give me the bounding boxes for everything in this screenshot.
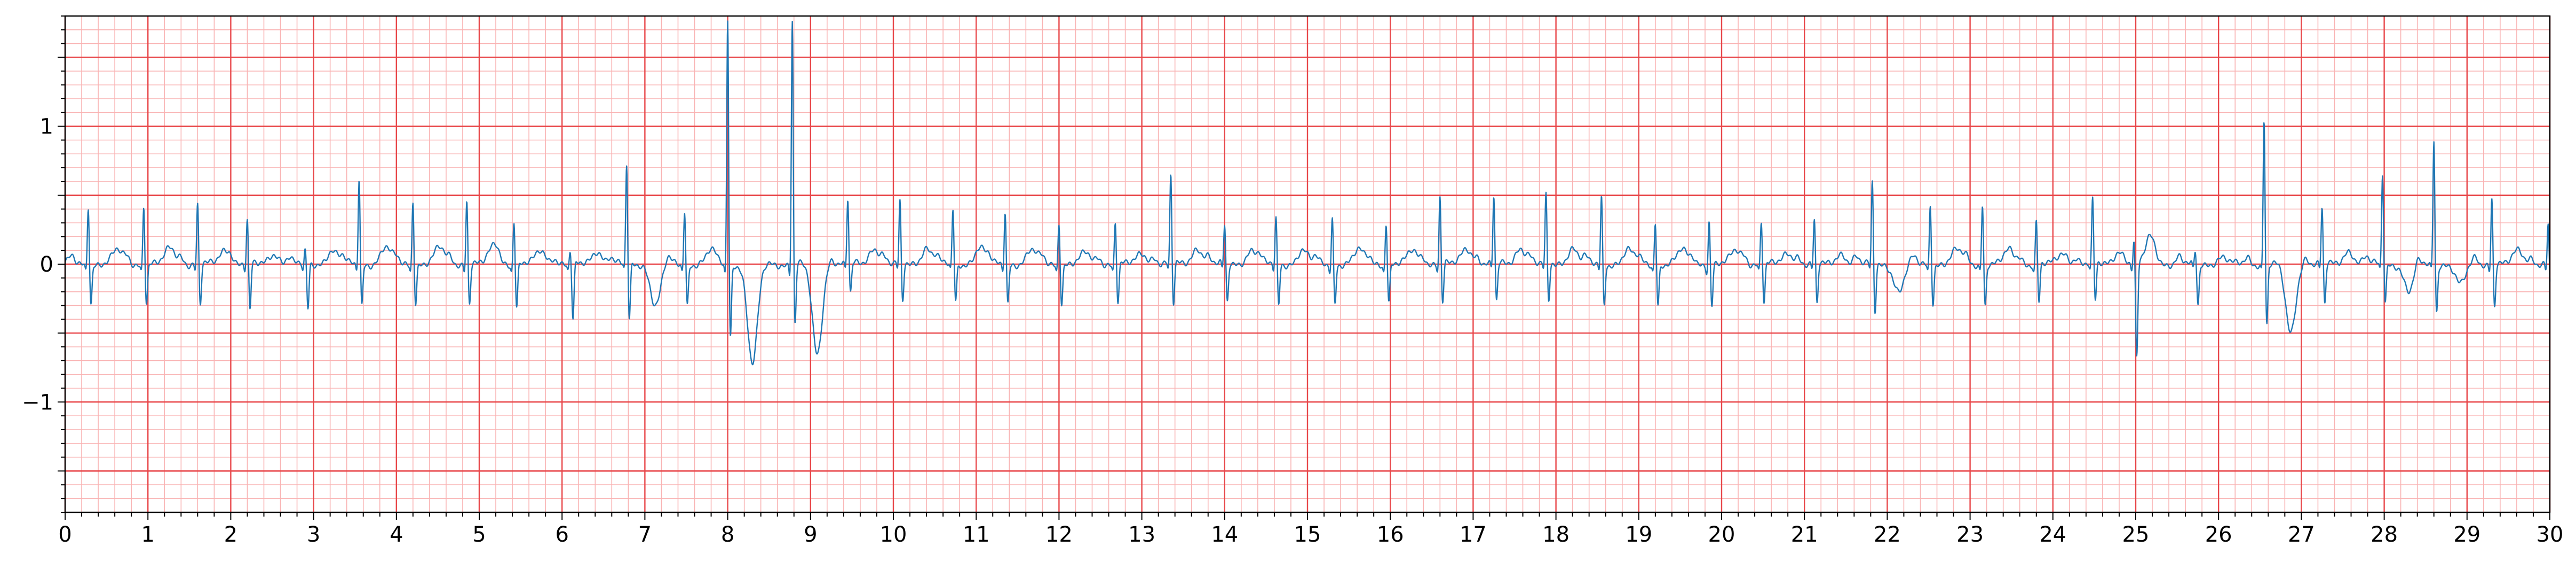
x-tick-label: 8 xyxy=(721,522,734,547)
y-tick-label: −1 xyxy=(22,390,53,415)
x-tick-label: 3 xyxy=(307,522,320,547)
x-tick-label: 27 xyxy=(2288,522,2315,547)
x-tick-label: 16 xyxy=(1377,522,1404,547)
x-tick-label: 2 xyxy=(224,522,237,547)
signal-layer xyxy=(64,20,2551,366)
x-tick-label: 29 xyxy=(2453,522,2480,547)
y-axis-ticks: −1 0 1 xyxy=(22,15,65,513)
x-tick-label: 1 xyxy=(141,522,154,547)
x-tick-label: 14 xyxy=(1211,522,1238,547)
x-tick-label: 28 xyxy=(2371,522,2398,547)
y-tick-label: 0 xyxy=(40,252,53,277)
x-tick-label: 4 xyxy=(390,522,403,547)
x-axis-ticks: 0 1 2 3 4 5 6 7 8 9 10 11 12 13 14 15 16 17 18 19 20 21 22 23 24… xyxy=(58,512,2563,547)
x-tick-label: 30 xyxy=(2537,522,2564,547)
major-grid xyxy=(64,16,2551,512)
x-tick-label: 13 xyxy=(1128,522,1155,547)
ecg-signal-line xyxy=(64,20,2551,366)
x-tick-label: 23 xyxy=(1956,522,1984,547)
x-tick-label: 11 xyxy=(963,522,990,547)
x-tick-label: 12 xyxy=(1045,522,1073,547)
x-tick-label: 21 xyxy=(1791,522,1818,547)
x-tick-label: 20 xyxy=(1708,522,1735,547)
x-tick-label: 0 xyxy=(58,522,72,547)
x-tick-label: 6 xyxy=(555,522,568,547)
x-tick-label: 24 xyxy=(2039,522,2066,547)
x-tick-label: 25 xyxy=(2122,522,2150,547)
x-tick-label: 9 xyxy=(804,522,817,547)
x-tick-label: 22 xyxy=(1874,522,1901,547)
x-tick-label: 17 xyxy=(1460,522,1487,547)
x-tick-label: 5 xyxy=(472,522,486,547)
y-tick-label: 1 xyxy=(40,115,53,139)
x-tick-label: 15 xyxy=(1294,522,1321,547)
x-tick-label: 10 xyxy=(880,522,907,547)
x-tick-label: 18 xyxy=(1542,522,1570,547)
x-tick-label: 19 xyxy=(1625,522,1652,547)
x-tick-label: 7 xyxy=(638,522,652,547)
x-tick-label: 26 xyxy=(2205,522,2232,547)
